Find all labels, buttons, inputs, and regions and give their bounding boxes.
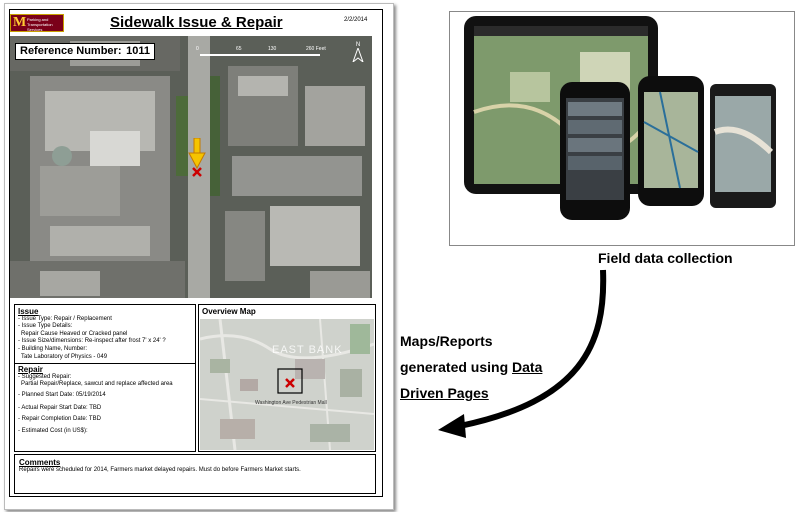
devices-image-panel bbox=[449, 11, 795, 246]
caption-text: generated using bbox=[400, 359, 513, 375]
north-label: N bbox=[355, 42, 361, 48]
caption-line: Maps/Reports bbox=[400, 333, 493, 349]
overview-map-title: Overview Map bbox=[202, 307, 256, 316]
reference-number-box: Reference Number: 1011 bbox=[15, 43, 155, 60]
reference-label: Reference Number: bbox=[20, 45, 122, 57]
scale-bar-graphic bbox=[200, 54, 320, 56]
scale-bar: 0 65 130 260 Feet bbox=[196, 46, 326, 56]
issue-line: - Issue Type Details: bbox=[18, 323, 73, 330]
aerial-map bbox=[10, 36, 372, 298]
report-date: 2/2/2014 bbox=[344, 17, 368, 23]
issue-line: Repair Cause Heaved or Cracked panel bbox=[21, 330, 128, 337]
issue-line: - Building Name, Number: bbox=[18, 345, 88, 352]
mobile-devices-illustration bbox=[464, 16, 776, 220]
north-arrow-graphic bbox=[351, 46, 365, 64]
overview-street-label: Washington Ave Pedestrian Mall bbox=[255, 400, 327, 406]
caption-line: generated using Data bbox=[400, 354, 580, 380]
university-logo: M Parking and Transportation Services bbox=[10, 14, 64, 32]
north-arrow-icon: N bbox=[351, 42, 365, 64]
aerial-imagery bbox=[10, 36, 372, 298]
logo-letter: M bbox=[13, 15, 27, 30]
issue-location-marker-icon bbox=[187, 137, 207, 178]
caption-link-driven-pages: Driven Pages bbox=[400, 385, 489, 401]
comments-panel: Comments Repairs were scheduled for 2014… bbox=[14, 454, 376, 494]
issue-line: - Issue Size/dimensions: Re-inspect afte… bbox=[18, 338, 166, 345]
repair-heading: Repair bbox=[18, 365, 43, 375]
maps-reports-caption: Maps/Reports generated using Data Driven… bbox=[400, 328, 580, 406]
comments-heading: Comments bbox=[19, 458, 61, 467]
scale-tick: 0 bbox=[196, 46, 199, 52]
overview-map-graphic bbox=[200, 319, 374, 450]
flow-arrow-icon bbox=[438, 269, 607, 438]
repair-line: - Repair Completion Date: TBD bbox=[18, 416, 101, 423]
issue-line: Tate Laboratory of Physics - 049 bbox=[21, 353, 108, 360]
comments-text: Repairs were scheduled for 2014, Farmers… bbox=[19, 467, 301, 473]
scale-tick: 130 bbox=[268, 46, 277, 52]
caption-link-data: Data bbox=[512, 359, 543, 375]
overview-map: EAST BANK Washington Ave Pedestrian Mall bbox=[200, 319, 374, 450]
issue-repair-panel: Issue - Issue Type: Repair / Replacement… bbox=[14, 304, 196, 452]
repair-line: - Estimated Cost (in US$): bbox=[18, 427, 88, 434]
issue-line: - Issue Type: Repair / Replacement bbox=[18, 315, 112, 322]
repair-line: - Actual Repair Start Date: TBD bbox=[18, 404, 102, 411]
report-title: Sidewalk Issue & Repair bbox=[110, 14, 283, 31]
repair-line: - Suggested Repair: bbox=[18, 373, 72, 380]
overview-area-label: EAST BANK bbox=[272, 344, 343, 356]
scale-tick: 260 Feet bbox=[306, 46, 326, 52]
logo-text: Parking and Transportation Services bbox=[27, 17, 53, 32]
marker-graphic bbox=[188, 137, 206, 177]
repair-line: - Planned Start Date: 05/19/2014 bbox=[18, 391, 106, 398]
issue-heading: Issue bbox=[18, 307, 39, 316]
repair-line: Partial Repair/Replace, sawcut and repla… bbox=[21, 381, 173, 388]
scale-tick: 65 bbox=[236, 46, 242, 52]
field-data-caption: Field data collection bbox=[598, 250, 733, 266]
overview-map-panel: Overview Map EAST BANK Washington Ave Pe… bbox=[198, 304, 376, 452]
reference-value: 1011 bbox=[126, 45, 150, 57]
